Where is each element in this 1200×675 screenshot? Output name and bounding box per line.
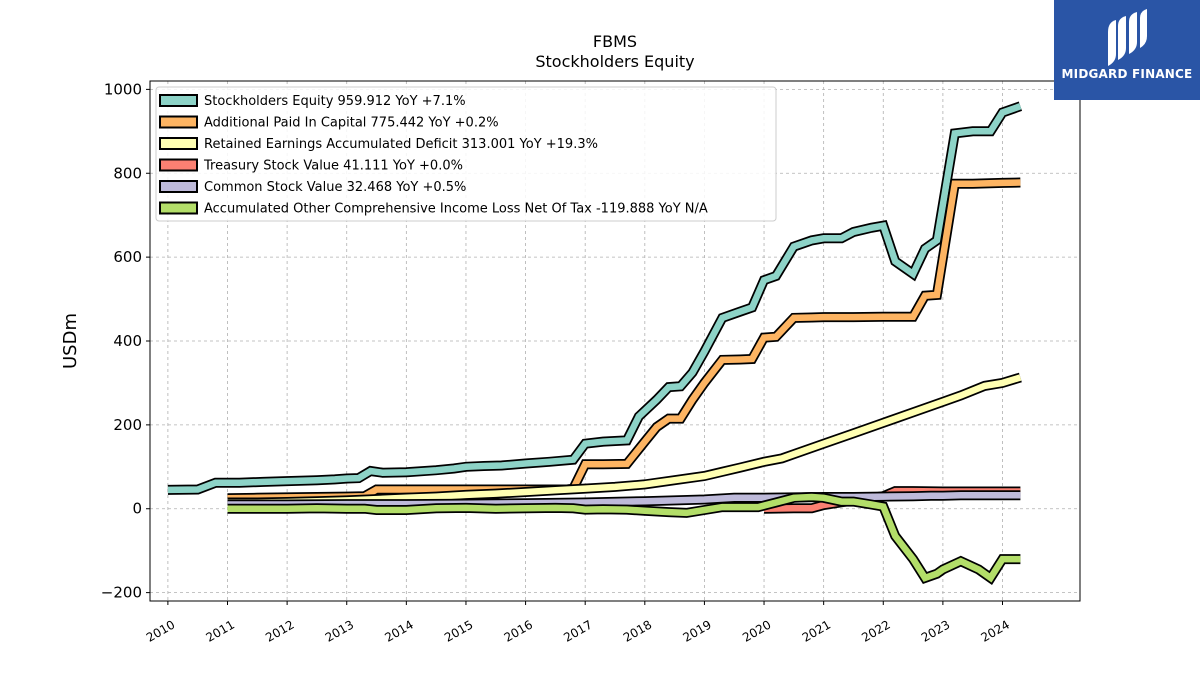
legend-box xyxy=(155,86,777,222)
y-axis-label: USDm xyxy=(60,313,81,369)
legend-label: Additional Paid In Capital 775.442 YoY +… xyxy=(204,116,499,131)
legend-label: Accumulated Other Comprehensive Income L… xyxy=(204,202,708,217)
y-tick-label: 200 xyxy=(113,416,142,434)
x-tick-label: 2018 xyxy=(621,617,654,644)
chart-subtitle: Stockholders Equity xyxy=(535,52,695,71)
x-tick-label: 2016 xyxy=(502,617,535,644)
series-line-1 xyxy=(227,179,1021,502)
x-tick-label: 2015 xyxy=(442,617,475,644)
legend-swatch xyxy=(159,115,198,129)
x-tick-label: 2011 xyxy=(204,617,237,644)
x-tick-label: 2020 xyxy=(740,617,773,644)
y-tick-label: 0 xyxy=(132,500,142,518)
series-line-5 xyxy=(227,493,1021,583)
midgard-logo-icon xyxy=(1108,9,1147,66)
x-tick-label: 2014 xyxy=(382,617,415,644)
x-tick-label: 2010 xyxy=(144,617,177,644)
y-tick-label: 800 xyxy=(113,164,142,182)
x-tick-label: 2019 xyxy=(680,617,713,644)
y-tick-label: 400 xyxy=(113,332,142,350)
x-tick-label: 2023 xyxy=(919,617,952,644)
legend-swatch xyxy=(159,94,198,107)
legend-label: Retained Earnings Accumulated Deficit 31… xyxy=(204,137,598,152)
midgard-finance-logo: MIDGARD FINANCE xyxy=(1054,0,1200,100)
legend-swatch xyxy=(159,158,198,172)
x-tick-label: 2024 xyxy=(979,617,1012,644)
legend-label: Treasury Stock Value 41.111 YoY +0.0% xyxy=(203,159,463,174)
series-line-2 xyxy=(227,374,1022,506)
series-line-0 xyxy=(167,103,1022,494)
y-tick-label: 600 xyxy=(113,248,142,266)
x-tick-label: 2012 xyxy=(263,617,296,644)
legend-swatch xyxy=(159,201,198,215)
legend-swatch xyxy=(159,137,198,150)
y-tick-label: 1000 xyxy=(104,80,142,98)
legend-label: Stockholders Equity 959.912 YoY +7.1% xyxy=(204,94,466,109)
chart-title: FBMS xyxy=(592,32,638,51)
legend-label: Common Stock Value 32.468 YoY +0.5% xyxy=(204,180,466,195)
x-tick-label: 2013 xyxy=(323,617,356,644)
x-tick-label: 2017 xyxy=(561,617,594,644)
legend-swatch xyxy=(159,180,198,193)
y-tick-label: −200 xyxy=(101,584,142,602)
logo-text: MIDGARD FINANCE xyxy=(1061,67,1193,81)
x-tick-label: 2021 xyxy=(800,617,833,644)
x-tick-label: 2022 xyxy=(859,617,892,644)
